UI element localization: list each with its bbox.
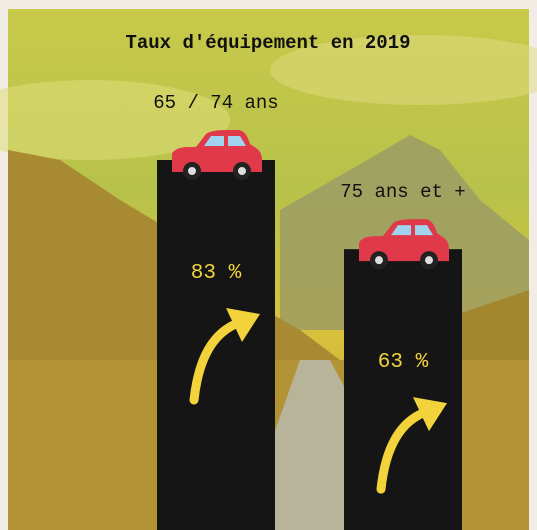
- bar: [344, 249, 462, 530]
- category-label: 75 ans et +: [340, 181, 465, 203]
- value-label: 83 %: [191, 262, 242, 285]
- car-hub: [188, 167, 196, 175]
- value-label: 63 %: [378, 351, 429, 374]
- car-hub: [238, 167, 246, 175]
- chart-title: Taux d'équipement en 2019: [125, 32, 410, 54]
- car-hub: [425, 256, 433, 264]
- car-hub: [375, 256, 383, 264]
- page: Taux d'équipement en 2019 65 / 74 ans 83 …: [0, 0, 537, 530]
- category-label: 65 / 74 ans: [153, 92, 278, 114]
- chart: Taux d'équipement en 2019 65 / 74 ans 83 …: [0, 0, 537, 530]
